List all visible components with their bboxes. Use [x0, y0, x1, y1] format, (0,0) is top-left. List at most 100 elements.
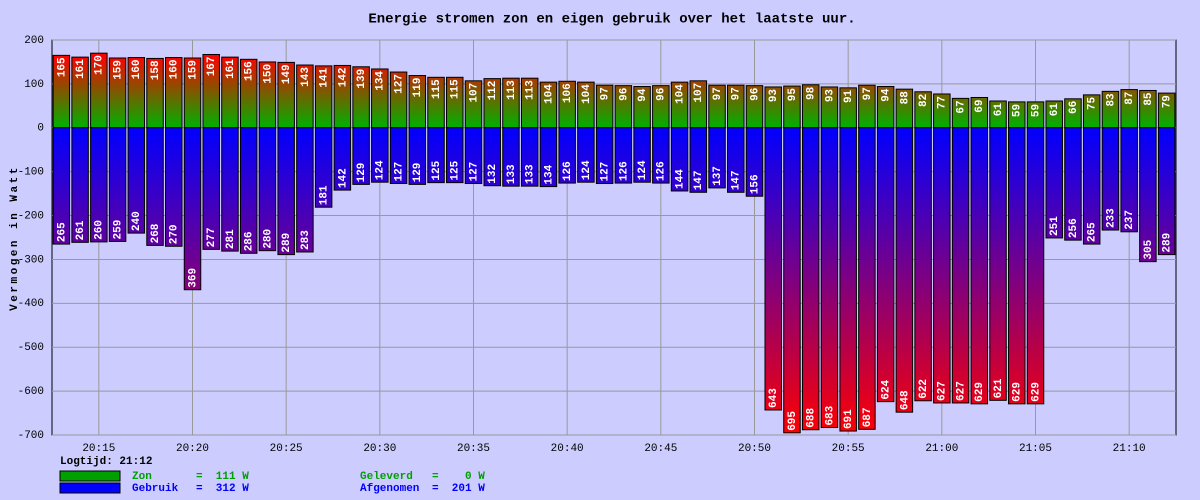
value-label: 95	[787, 88, 799, 102]
bar	[933, 127, 951, 404]
value-label: 97	[862, 87, 874, 100]
bar	[71, 127, 89, 243]
value-label: 129	[356, 163, 368, 183]
bar	[239, 127, 258, 254]
value-label: 107	[693, 83, 705, 103]
value-label: 687	[862, 407, 874, 427]
value-label: 305	[1143, 239, 1155, 259]
value-label: 97	[731, 87, 743, 100]
value-label: 156	[244, 61, 256, 81]
value-label: 94	[881, 88, 893, 102]
bar	[165, 127, 183, 247]
value-label: 85	[1143, 92, 1155, 106]
x-tick-label: 20:25	[270, 443, 303, 455]
value-label: 88	[899, 91, 911, 105]
value-label: 124	[637, 160, 649, 180]
value-label: 289	[281, 233, 293, 253]
value-label: 161	[225, 59, 237, 79]
y-tick-label: -200	[18, 210, 44, 222]
bar	[221, 127, 239, 252]
value-label: 283	[300, 230, 312, 250]
value-label: 91	[843, 89, 855, 103]
value-label: 265	[56, 222, 68, 242]
value-label: 67	[955, 100, 967, 113]
x-tick-label: 20:50	[738, 443, 771, 455]
y-tick-label: -100	[18, 167, 44, 179]
value-label: 125	[450, 160, 462, 180]
bar	[483, 127, 501, 187]
x-tick-label: 21:10	[1113, 443, 1146, 455]
bar	[708, 127, 726, 189]
bar	[314, 127, 333, 208]
value-label: 144	[674, 169, 686, 189]
value-label: 107	[468, 83, 480, 103]
bar	[408, 127, 427, 185]
bar	[1064, 127, 1082, 241]
value-label: 147	[693, 170, 705, 190]
value-label: 127	[393, 74, 405, 94]
y-tick-label: -400	[18, 298, 44, 310]
value-label: 79	[1162, 95, 1174, 108]
value-label: 624	[881, 379, 893, 399]
bar	[183, 127, 202, 291]
value-label: 233	[1105, 208, 1117, 228]
bar	[839, 127, 857, 432]
legend-label: Afgenomen	[360, 483, 419, 495]
bar	[389, 127, 408, 185]
value-label: 126	[618, 161, 630, 181]
value-label: 106	[562, 83, 574, 103]
bar	[820, 127, 839, 429]
bar	[1120, 127, 1138, 233]
x-tick-label: 20:20	[176, 443, 209, 455]
value-label: 97	[712, 87, 724, 100]
value-label: 688	[806, 408, 818, 428]
bar	[1008, 127, 1026, 405]
value-label: 127	[600, 162, 612, 182]
value-label: 139	[356, 69, 368, 89]
value-label: 104	[543, 84, 555, 104]
bar	[352, 127, 370, 185]
value-label: 69	[974, 99, 986, 112]
value-label: 170	[94, 55, 106, 75]
value-label: 256	[1068, 218, 1080, 238]
y-tick-label: 100	[24, 79, 44, 91]
bar	[1157, 127, 1176, 256]
bar	[427, 127, 445, 184]
legend-value: = 312 W	[196, 483, 249, 495]
bar	[652, 127, 670, 184]
x-tick-label: 20:45	[644, 443, 677, 455]
value-label: 629	[1012, 382, 1024, 402]
value-label: 165	[56, 57, 68, 77]
value-label: 160	[131, 60, 143, 80]
bar	[539, 127, 558, 188]
plot-area	[51, 39, 1177, 436]
value-label: 156	[749, 174, 761, 194]
bar	[333, 127, 352, 191]
value-label: 94	[637, 88, 649, 102]
bar	[446, 127, 464, 184]
value-label: 119	[412, 78, 424, 98]
bar	[989, 127, 1007, 401]
value-label: 75	[1087, 96, 1099, 110]
bar	[858, 127, 876, 430]
value-label: 286	[244, 231, 256, 251]
bar	[895, 127, 914, 413]
value-label: 265	[1087, 222, 1099, 242]
value-label: 695	[787, 411, 799, 431]
value-label: 160	[169, 60, 181, 80]
value-label: 621	[993, 378, 1005, 398]
value-label: 125	[431, 160, 443, 180]
value-label: 161	[75, 59, 87, 79]
bar	[914, 127, 932, 402]
bar	[614, 127, 633, 184]
bar	[127, 127, 146, 234]
bar	[277, 127, 295, 256]
value-label: 59	[1012, 104, 1024, 117]
value-label: 137	[712, 166, 724, 186]
bar	[1139, 127, 1157, 263]
value-label: 127	[468, 162, 480, 182]
value-label: 127	[393, 162, 405, 182]
value-label: 113	[525, 80, 537, 100]
value-label: 268	[150, 223, 162, 243]
